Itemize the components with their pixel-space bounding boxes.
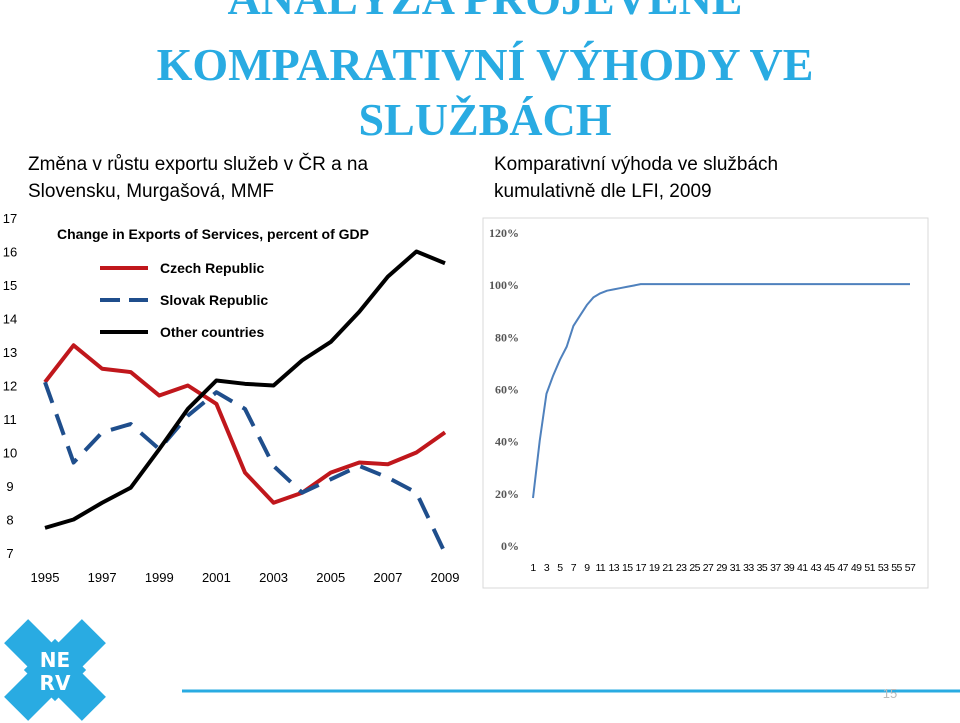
x-tick-label: 1999	[145, 570, 174, 585]
x-tick-label: 55	[891, 562, 902, 574]
slide-title: ANALÝZA PROJEVENÉ	[227, 0, 742, 24]
legend-label: Slovak Republic	[160, 292, 268, 308]
y-tick-label: 14	[3, 312, 17, 327]
page-number: 15	[883, 686, 897, 701]
slide-title: KOMPARATIVNÍ VÝHODY VE	[157, 39, 814, 90]
x-tick-label: 19	[649, 562, 660, 574]
x-tick-label: 31	[730, 562, 741, 574]
x-tick-label: 35	[757, 562, 768, 574]
x-tick-label: 2007	[373, 570, 402, 585]
chart-frame	[482, 217, 929, 589]
chart-heading: Změna v růstu exportu služeb v ČR a na	[28, 153, 368, 175]
x-tick-label: 29	[716, 562, 727, 574]
chart-heading: Komparativní výhoda ve službách	[494, 154, 778, 175]
y-tick-label: 10	[3, 446, 17, 461]
x-tick-label: 27	[703, 562, 714, 574]
series-line	[43, 381, 447, 554]
x-tick-label: 43	[811, 562, 822, 574]
y-tick-label: 8	[6, 513, 13, 528]
x-tick-label: 57	[905, 562, 916, 574]
x-tick-label: 51	[864, 562, 875, 574]
x-tick-label: 2009	[431, 570, 460, 585]
y-tick-label: 11	[3, 412, 17, 427]
y-tick-label: 120%	[489, 226, 519, 240]
x-tick-label: 1	[530, 562, 536, 574]
y-tick-label: 17	[3, 211, 17, 226]
x-tick-label: 47	[837, 562, 848, 574]
y-tick-label: 7	[6, 546, 13, 561]
x-tick-label: 3	[544, 562, 550, 574]
x-tick-label: 41	[797, 562, 808, 574]
x-tick-label: 2001	[202, 570, 231, 585]
x-tick-label: 7	[571, 562, 577, 574]
y-tick-label: 100%	[489, 278, 519, 292]
logo-text: NE	[40, 648, 70, 672]
x-tick-label: 1997	[88, 570, 117, 585]
x-tick-label: 2003	[259, 570, 288, 585]
x-tick-label: 23	[676, 562, 687, 574]
x-tick-label: 49	[851, 562, 862, 574]
y-tick-label: 12	[3, 379, 17, 394]
y-tick-label: 9	[6, 479, 13, 494]
chart-heading: Slovensku, Murgašová, MMF	[28, 181, 274, 202]
x-tick-label: 45	[824, 562, 835, 574]
x-tick-label: 11	[595, 562, 605, 574]
y-tick-label: 40%	[495, 435, 519, 449]
x-tick-label: 9	[584, 562, 590, 574]
y-tick-label: 15	[3, 278, 17, 293]
x-tick-label: 5	[557, 562, 563, 574]
x-tick-label: 2005	[316, 570, 345, 585]
series-line	[44, 249, 446, 530]
y-tick-label: 16	[3, 245, 17, 260]
y-tick-label: 13	[3, 345, 17, 360]
x-tick-label: 37	[770, 562, 781, 574]
x-tick-label: 21	[662, 562, 673, 574]
y-tick-label: 0%	[501, 539, 519, 553]
y-tick-label: 20%	[495, 487, 519, 501]
legend-label: Other countries	[160, 324, 264, 340]
y-tick-label: 80%	[495, 330, 519, 344]
chart-heading: kumulativně dle LFI, 2009	[494, 181, 712, 202]
logo-text: RV	[40, 671, 71, 695]
x-tick-label: 33	[743, 562, 754, 574]
x-tick-label: 39	[784, 562, 795, 574]
x-tick-label: 15	[622, 562, 633, 574]
x-tick-label: 17	[635, 562, 646, 574]
x-tick-label: 25	[689, 562, 700, 574]
x-tick-label: 1995	[31, 570, 60, 585]
legend-label: Czech Republic	[160, 260, 264, 276]
y-tick-label: 60%	[495, 383, 519, 397]
x-tick-label: 53	[878, 562, 889, 574]
slide-title: SLUŽBÁCH	[358, 94, 611, 145]
series-line	[532, 283, 910, 499]
x-tick-label: 13	[609, 562, 620, 574]
logo: NE RV	[4, 619, 106, 721]
chart-title: Change in Exports of Services, percent o…	[57, 226, 369, 242]
series-line	[43, 343, 447, 505]
